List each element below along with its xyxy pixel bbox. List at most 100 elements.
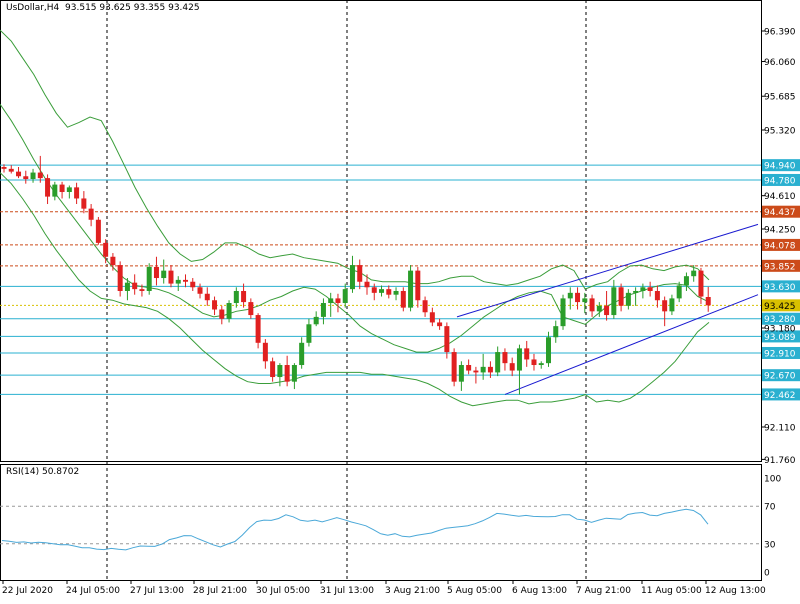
candle-body: [183, 279, 188, 282]
candle: [277, 363, 283, 387]
channel-upper-line: [456, 223, 759, 318]
candle: [633, 287, 639, 306]
candle: [153, 256, 159, 286]
candle: [161, 259, 167, 284]
price-tick-label: 96.060: [764, 58, 796, 68]
price-level-tag: [762, 369, 800, 382]
candle: [291, 363, 297, 390]
candle-body: [291, 365, 297, 382]
candle-body: [495, 352, 501, 373]
candle: [248, 298, 254, 319]
candle: [466, 359, 472, 375]
candle: [654, 285, 660, 308]
price-tick-label: 95.320: [764, 127, 796, 137]
candle-body: [124, 282, 130, 291]
candle: [103, 239, 109, 264]
candle-body: [400, 290, 406, 308]
candle: [676, 281, 682, 303]
candle-body: [589, 298, 595, 312]
candle-body: [705, 297, 711, 306]
candle-body: [698, 270, 704, 297]
candle-body: [596, 305, 602, 312]
candle-body: [8, 168, 14, 172]
candle: [640, 283, 646, 299]
price-level-tag: [762, 173, 800, 186]
candle-body: [233, 290, 239, 304]
price-tick-label: 95.685: [764, 93, 796, 103]
candle: [647, 281, 653, 297]
candle-body: [676, 285, 682, 299]
price-level-label: 93.852: [764, 262, 796, 272]
price-level-tag: [762, 280, 800, 293]
time-tick-label: 11 Aug 05:00: [641, 586, 702, 596]
price-level-tag: [762, 238, 800, 251]
candle-body: [546, 337, 551, 364]
candle-body: [560, 298, 566, 327]
candle-body: [349, 265, 355, 290]
candle-body: [487, 366, 493, 373]
price-level-tag: [762, 346, 800, 359]
price-tick-label: 96.390: [764, 28, 796, 38]
candle: [451, 348, 457, 387]
candle: [575, 287, 581, 310]
candle: [219, 305, 225, 325]
candle: [567, 287, 573, 310]
candle: [226, 300, 232, 323]
candle: [444, 322, 450, 359]
candle-body: [633, 290, 639, 293]
candle: [502, 348, 508, 371]
candle: [473, 366, 479, 384]
price-tick-label: 93.180: [764, 325, 796, 335]
candle-body: [379, 289, 385, 293]
candle-body: [219, 309, 225, 319]
price-level-tag: [762, 388, 800, 401]
candle: [117, 261, 123, 297]
chart-title: UsDollar,H4 93.515 93.625 93.355 93.425: [6, 3, 200, 13]
candle: [1, 164, 7, 173]
candle-body: [625, 292, 631, 306]
candle-body: [175, 279, 181, 284]
candle-body: [23, 176, 29, 180]
candle: [342, 283, 348, 308]
candle-body: [371, 287, 377, 293]
time-axis: 22 Jul 2020 24 Jul 05:00 27 Jul 13:00 28 Ju…: [2, 580, 766, 596]
candle: [81, 191, 87, 214]
candle: [618, 283, 624, 312]
candle: [553, 320, 559, 343]
candle-body: [168, 270, 174, 284]
candle: [437, 318, 443, 330]
candle-body: [386, 289, 392, 295]
candle: [88, 204, 94, 227]
candle-body: [604, 305, 610, 316]
rsi-label: RSI(14): [6, 467, 40, 477]
candle: [132, 274, 138, 295]
price-level-lines: [0, 164, 761, 395]
candle-body: [320, 303, 326, 317]
candle: [270, 357, 276, 382]
candle: [531, 353, 537, 371]
time-tick-label: 22 Jul 2020: [2, 586, 53, 596]
candle: [168, 265, 174, 288]
candle-body: [103, 242, 109, 257]
candle: [175, 276, 181, 291]
price-level-label: 93.089: [764, 333, 796, 343]
candle-body: [393, 290, 399, 295]
candle-body: [669, 298, 675, 312]
price-tick-label: 92.110: [764, 424, 796, 434]
candle: [364, 274, 370, 295]
candle-body: [531, 359, 537, 366]
candle: [284, 355, 290, 387]
candle-body: [408, 270, 414, 308]
time-tick-label: 3 Aug 21:00: [385, 586, 440, 596]
candle-body: [153, 266, 159, 279]
price-level-label: 94.940: [764, 162, 796, 172]
candle-body: [444, 326, 450, 353]
candle-body: [647, 287, 653, 291]
candle: [262, 339, 268, 369]
candle: [516, 344, 522, 395]
candle: [589, 294, 595, 317]
candlesticks: [1, 155, 711, 395]
candle: [335, 293, 341, 313]
